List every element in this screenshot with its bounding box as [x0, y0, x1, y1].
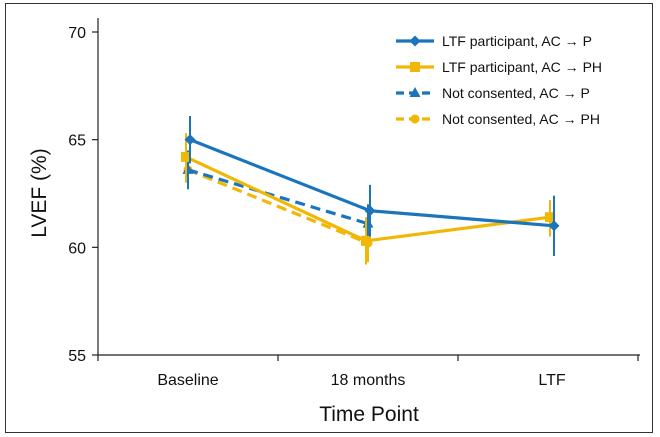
- y-axis-title: LVEF (%): [28, 148, 51, 237]
- x-tick-label: 18 months: [331, 372, 406, 389]
- y-tick-label: 60: [68, 240, 86, 257]
- legend: LTF participant, AC → P LTF participant, …: [396, 33, 602, 127]
- series-3: [182, 150, 374, 244]
- data-point: [545, 212, 555, 223]
- legend-item: LTF participant, AC → P: [396, 33, 592, 49]
- x-axis-title: Time Point: [319, 403, 419, 426]
- data-point: [364, 205, 376, 217]
- series-line: [187, 168, 369, 245]
- legend-label: LTF participant, AC → P: [442, 33, 592, 49]
- legend-item: Not consented, AC → PH: [396, 111, 600, 127]
- x-tick-label: Baseline: [157, 372, 218, 389]
- y-tick-label: 65: [68, 133, 86, 150]
- axes: [97, 18, 640, 356]
- y-tick-label: 55: [68, 348, 86, 365]
- series-1: [184, 115, 560, 256]
- y-tick-label: 70: [68, 25, 86, 42]
- legend-marker: [409, 35, 421, 47]
- data-point: [184, 134, 196, 146]
- data-point: [181, 151, 191, 162]
- legend-label: Not consented, AC → P: [442, 85, 590, 101]
- series-layer: [181, 115, 560, 265]
- x-ticks: Baseline 18 months LTF: [97, 355, 639, 389]
- series-line: [187, 168, 369, 226]
- series-2: [181, 133, 555, 265]
- data-point: [548, 220, 560, 232]
- y-ticks: 55 60 65 70: [68, 25, 98, 365]
- legend-marker: [409, 87, 421, 97]
- legend-label: LTF participant, AC → PH: [442, 59, 602, 75]
- legend-marker: [410, 114, 420, 124]
- legend-marker: [410, 62, 420, 72]
- x-tick-label: LTF: [538, 372, 565, 389]
- legend-label: Not consented, AC → PH: [442, 111, 600, 127]
- legend-item: LTF participant, AC → PH: [396, 59, 602, 75]
- legend-item: Not consented, AC → P: [396, 85, 590, 101]
- data-point: [361, 235, 371, 246]
